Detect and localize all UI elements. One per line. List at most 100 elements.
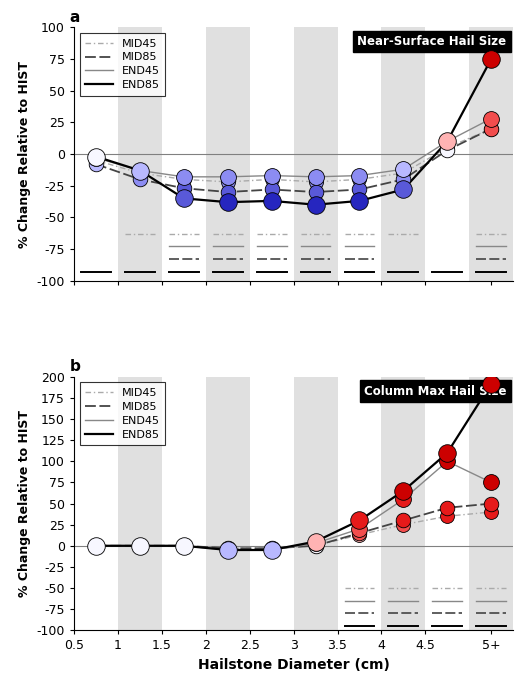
Point	[443, 511, 452, 522]
Point	[223, 186, 232, 197]
Text: Near-Surface Hail Size: Near-Surface Hail Size	[358, 35, 507, 48]
Bar	[294, 377, 338, 630]
Point	[487, 378, 496, 389]
Point	[399, 184, 408, 195]
Bar	[74, 377, 118, 630]
Point	[92, 540, 101, 551]
Point	[92, 159, 101, 170]
Point	[487, 123, 496, 134]
Point	[399, 486, 408, 497]
Point	[223, 545, 232, 556]
Point	[443, 136, 452, 147]
X-axis label: Hailstone Diameter (cm): Hailstone Diameter (cm)	[198, 658, 389, 672]
Point	[399, 164, 408, 175]
Bar	[162, 27, 206, 281]
Bar	[74, 27, 118, 281]
Point	[268, 184, 276, 195]
Point	[135, 165, 144, 176]
Point	[223, 543, 232, 553]
Point	[92, 155, 101, 166]
Point	[268, 170, 276, 181]
Bar	[294, 27, 338, 281]
Bar	[381, 377, 425, 630]
Point	[268, 543, 276, 553]
Point	[312, 186, 320, 197]
Point	[312, 540, 320, 551]
Point	[487, 506, 496, 517]
Y-axis label: % Change Relative to HIST: % Change Relative to HIST	[18, 60, 31, 247]
Bar	[206, 377, 250, 630]
Point	[223, 171, 232, 182]
Point	[135, 540, 144, 551]
Point	[180, 171, 188, 182]
Legend: MID45, MID85, END45, END85: MID45, MID85, END45, END85	[80, 382, 166, 445]
Point	[180, 540, 188, 551]
Point	[268, 545, 276, 556]
Text: b: b	[70, 360, 80, 375]
Bar	[250, 377, 294, 630]
Point	[487, 123, 496, 134]
Point	[180, 540, 188, 551]
Point	[180, 174, 188, 185]
Point	[92, 152, 101, 163]
Point	[443, 456, 452, 467]
Point	[180, 540, 188, 551]
Point	[223, 177, 232, 188]
Point	[92, 151, 101, 162]
Y-axis label: % Change Relative to HIST: % Change Relative to HIST	[18, 410, 31, 597]
Point	[268, 545, 276, 556]
Point	[487, 53, 496, 64]
Bar	[338, 27, 381, 281]
Point	[135, 165, 144, 176]
Point	[223, 543, 232, 553]
Point	[355, 530, 364, 540]
Point	[135, 540, 144, 551]
Point	[487, 498, 496, 509]
Point	[399, 168, 408, 179]
Point	[443, 447, 452, 458]
Point	[135, 540, 144, 551]
Bar	[162, 377, 206, 630]
Point	[443, 136, 452, 147]
Point	[312, 538, 320, 549]
Point	[443, 145, 452, 155]
Point	[92, 540, 101, 551]
Point	[312, 536, 320, 547]
Point	[223, 197, 232, 208]
Point	[92, 540, 101, 551]
Point	[268, 195, 276, 206]
Point	[487, 477, 496, 488]
Bar	[425, 377, 469, 630]
Bar	[118, 377, 162, 630]
Bar	[206, 27, 250, 281]
Point	[268, 174, 276, 185]
Point	[223, 545, 232, 556]
Bar	[469, 377, 513, 630]
Point	[312, 199, 320, 210]
Point	[355, 170, 364, 181]
Point	[399, 515, 408, 526]
Point	[399, 519, 408, 530]
Point	[180, 540, 188, 551]
Point	[92, 540, 101, 551]
Point	[355, 184, 364, 195]
Legend: MID45, MID85, END45, END85: MID45, MID85, END45, END85	[80, 33, 166, 96]
Point	[135, 168, 144, 179]
Point	[268, 543, 276, 553]
Point	[355, 174, 364, 185]
Text: Column Max Hail Size: Column Max Hail Size	[364, 384, 507, 397]
Point	[355, 527, 364, 538]
Bar	[118, 27, 162, 281]
Point	[443, 502, 452, 513]
Point	[312, 177, 320, 188]
Point	[355, 523, 364, 534]
Point	[399, 174, 408, 185]
Point	[487, 113, 496, 124]
Point	[399, 494, 408, 505]
Point	[355, 515, 364, 526]
Point	[312, 171, 320, 182]
Point	[135, 174, 144, 185]
Point	[355, 195, 364, 206]
Bar	[250, 27, 294, 281]
Bar	[425, 27, 469, 281]
